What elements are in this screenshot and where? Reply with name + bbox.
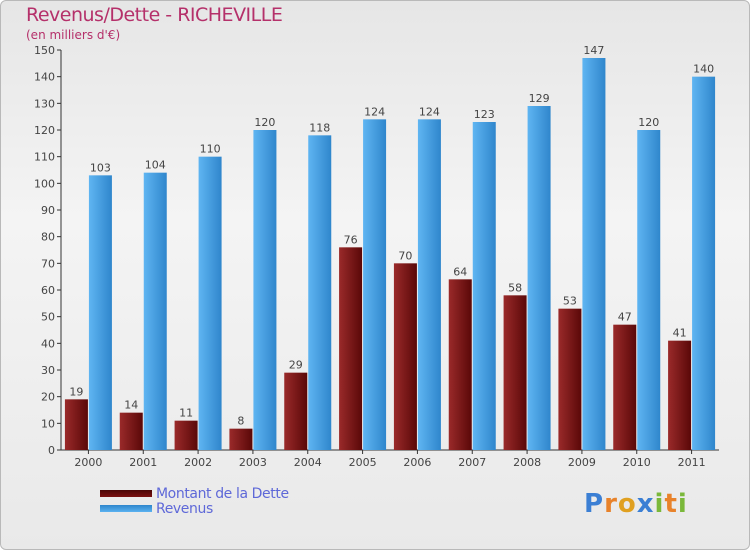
- x-tick-label: 2011: [678, 456, 706, 469]
- data-label-revenus: 123: [474, 108, 495, 121]
- logo-letter: x: [636, 489, 655, 519]
- y-tick-label: 150: [34, 44, 55, 57]
- data-label-dette: 41: [673, 327, 687, 340]
- data-label-revenus: 124: [419, 105, 440, 118]
- bar-dette: [339, 247, 363, 450]
- logo-letter: t: [664, 489, 678, 519]
- data-label-revenus: 120: [638, 116, 659, 129]
- bar-dette: [668, 340, 692, 450]
- legend-label-revenus: Revenus: [156, 501, 213, 517]
- x-tick-label: 2009: [568, 456, 596, 469]
- y-tick-label: 60: [41, 284, 55, 297]
- y-tick-label: 130: [34, 97, 55, 110]
- y-tick-label: 120: [34, 124, 55, 137]
- y-tick-label: 140: [34, 71, 55, 84]
- data-label-dette: 14: [124, 399, 138, 412]
- x-tick-label: 2000: [74, 456, 102, 469]
- logo-letter: i: [677, 489, 688, 519]
- bar-dette: [448, 279, 472, 450]
- bar-revenus: [472, 122, 496, 450]
- x-tick-label: 2003: [239, 456, 267, 469]
- y-tick-label: 20: [41, 391, 55, 404]
- bar-dette: [64, 399, 88, 450]
- x-tick-label: 2008: [513, 456, 541, 469]
- bar-revenus: [417, 119, 441, 450]
- data-label-dette: 53: [563, 295, 577, 308]
- y-tick-label: 110: [34, 151, 55, 164]
- data-label-dette: 29: [289, 359, 303, 372]
- x-tick-label: 2010: [623, 456, 651, 469]
- y-tick-label: 80: [41, 231, 55, 244]
- data-label-revenus: 147: [583, 44, 604, 57]
- bar-dette: [558, 308, 582, 450]
- data-label-revenus: 110: [200, 143, 221, 156]
- y-tick-label: 30: [41, 364, 55, 377]
- data-label-dette: 70: [398, 249, 412, 262]
- bar-revenus: [253, 130, 277, 450]
- data-label-dette: 8: [237, 415, 244, 428]
- bar-revenus: [637, 130, 661, 450]
- bar-revenus: [88, 175, 112, 451]
- legend-swatch-dette: [100, 490, 152, 497]
- logo-letter: i: [654, 489, 665, 519]
- x-tick-label: 2007: [458, 456, 486, 469]
- proxiti-logo: Proxiti: [584, 489, 688, 519]
- data-label-dette: 58: [508, 281, 522, 294]
- data-label-dette: 47: [618, 311, 632, 324]
- bar-revenus: [692, 76, 716, 451]
- x-tick-label: 2006: [403, 456, 431, 469]
- data-label-revenus: 140: [693, 63, 714, 76]
- bar-dette: [393, 263, 417, 450]
- x-tick-label: 2001: [129, 456, 157, 469]
- data-label-dette: 76: [344, 233, 358, 246]
- y-tick-label: 0: [48, 444, 55, 457]
- y-tick-label: 40: [41, 337, 55, 350]
- data-label-dette: 64: [453, 265, 467, 278]
- y-tick-label: 90: [41, 204, 55, 217]
- data-label-revenus: 129: [529, 92, 550, 105]
- logo-letter: P: [584, 489, 605, 519]
- bar-revenus: [143, 172, 167, 450]
- bar-revenus: [198, 156, 222, 450]
- bar-dette: [284, 372, 308, 450]
- bar-dette: [613, 324, 637, 450]
- y-tick-label: 100: [34, 177, 55, 190]
- bar-dette: [174, 420, 198, 450]
- bar-revenus: [308, 135, 332, 451]
- data-label-dette: 11: [179, 407, 193, 420]
- chart-title: Revenus/Dette - RICHEVILLE: [26, 4, 283, 26]
- x-tick-label: 2005: [349, 456, 377, 469]
- chart-subtitle: (en milliers d'€): [26, 28, 121, 42]
- x-tick-label: 2004: [294, 456, 322, 469]
- bar-revenus: [527, 106, 551, 450]
- data-label-revenus: 103: [90, 161, 111, 174]
- bar-dette: [119, 412, 143, 450]
- x-tick-label: 2002: [184, 456, 212, 469]
- bar-dette: [503, 295, 527, 450]
- y-tick-label: 50: [41, 311, 55, 324]
- legend-swatch-revenus: [100, 505, 152, 512]
- legend-label-dette: Montant de la Dette: [156, 486, 289, 502]
- data-label-revenus: 120: [254, 116, 275, 129]
- bar-dette: [229, 428, 253, 450]
- bar-revenus: [582, 58, 606, 450]
- data-label-revenus: 118: [309, 121, 330, 134]
- logo-letter: o: [617, 489, 637, 519]
- data-label-revenus: 104: [145, 159, 166, 172]
- logo-letter: r: [604, 489, 618, 519]
- data-label-revenus: 124: [364, 105, 385, 118]
- bar-revenus: [363, 119, 387, 450]
- y-tick-label: 70: [41, 257, 55, 270]
- y-tick-label: 10: [41, 417, 55, 430]
- data-label-dette: 19: [69, 385, 83, 398]
